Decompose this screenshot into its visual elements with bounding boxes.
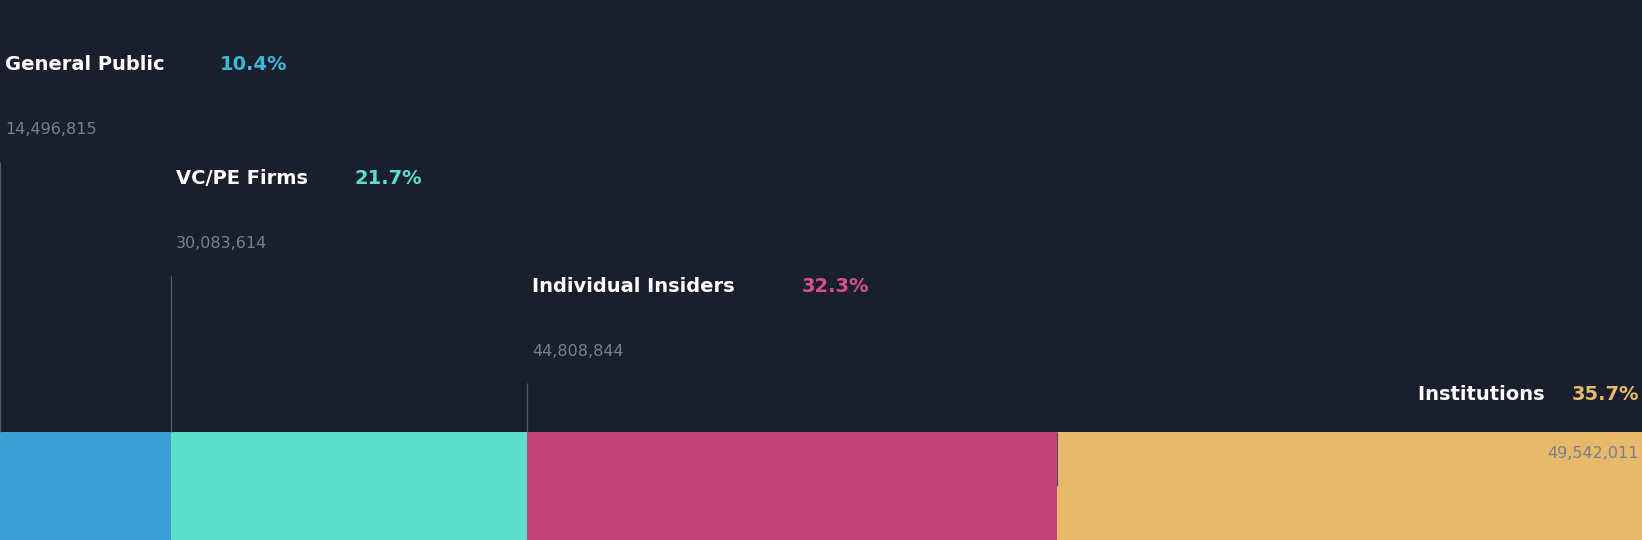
Bar: [1057, 432, 1642, 540]
Text: 44,808,844: 44,808,844: [532, 343, 624, 359]
Bar: [171, 432, 527, 540]
Text: Individual Insiders: Individual Insiders: [532, 276, 742, 296]
Text: General Public: General Public: [5, 55, 171, 75]
Text: 35.7%: 35.7%: [1571, 384, 1639, 404]
Bar: [0, 432, 171, 540]
Text: 49,542,011: 49,542,011: [1547, 446, 1639, 461]
Text: Institutions: Institutions: [1419, 384, 1552, 404]
Text: 14,496,815: 14,496,815: [5, 122, 97, 137]
Bar: [527, 432, 1057, 540]
Text: 32.3%: 32.3%: [803, 276, 870, 296]
Text: 30,083,614: 30,083,614: [176, 235, 268, 251]
Text: 10.4%: 10.4%: [220, 55, 287, 75]
Text: VC/PE Firms: VC/PE Firms: [176, 168, 315, 188]
Text: 21.7%: 21.7%: [355, 168, 422, 188]
